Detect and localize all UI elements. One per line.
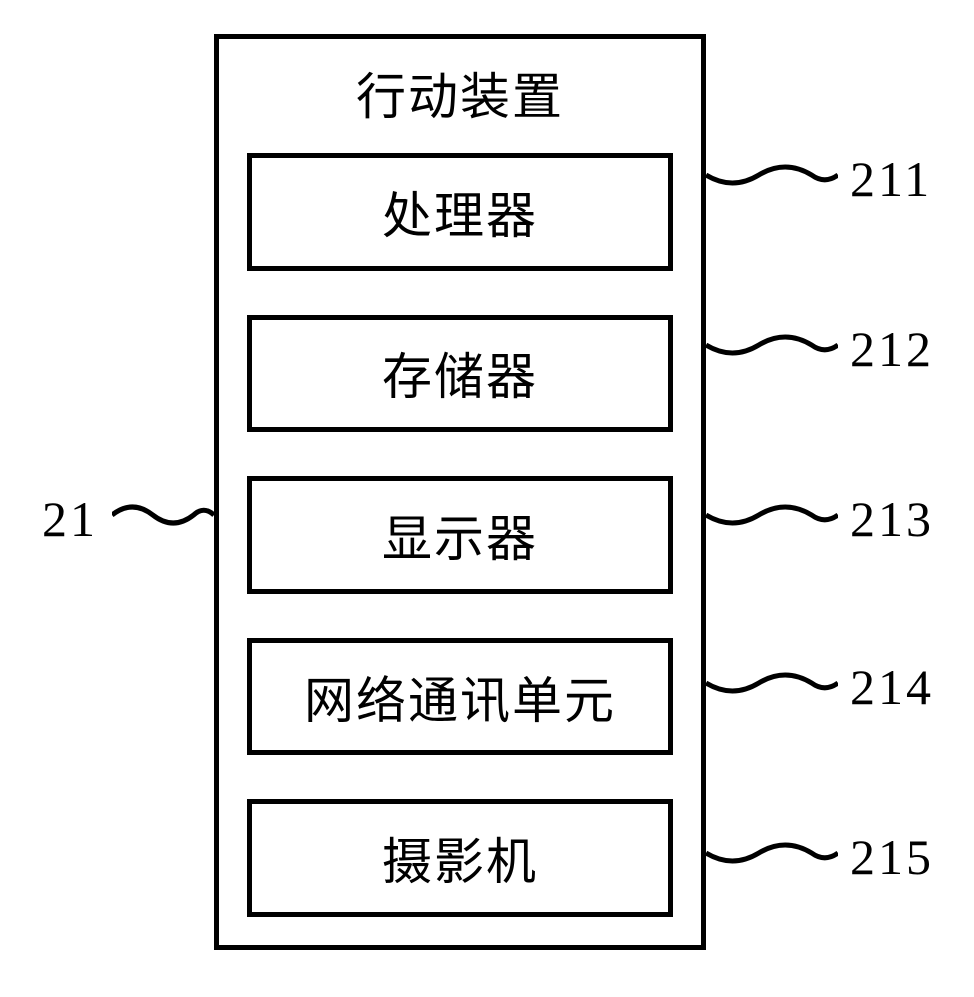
component-label: 处理器 <box>382 176 538 248</box>
connector-215 <box>706 828 838 878</box>
component-processor: 处理器 <box>247 153 673 271</box>
ref-label-214: 214 <box>850 658 934 716</box>
diagram-outer-box: 行动装置 处理器 存储器 显示器 网络通讯单元 摄影机 <box>214 34 706 950</box>
connector-214 <box>706 658 838 708</box>
connector-outer <box>112 490 214 540</box>
ref-label-215: 215 <box>850 828 934 886</box>
connector-212 <box>706 320 838 370</box>
ref-label-212: 212 <box>850 320 934 378</box>
component-memory: 存储器 <box>247 315 673 433</box>
component-network: 网络通讯单元 <box>247 638 673 756</box>
ref-label-outer: 21 <box>42 490 98 548</box>
ref-label-211: 211 <box>850 150 932 208</box>
component-label: 显示器 <box>382 499 538 571</box>
mobile-device-box: 行动装置 处理器 存储器 显示器 网络通讯单元 摄影机 <box>214 34 706 950</box>
ref-label-213: 213 <box>850 490 934 548</box>
diagram-title: 行动装置 <box>356 57 564 129</box>
component-camera: 摄影机 <box>247 799 673 917</box>
component-label: 摄影机 <box>382 822 538 894</box>
component-label: 存储器 <box>382 337 538 409</box>
connector-213 <box>706 490 838 540</box>
component-label: 网络通讯单元 <box>304 661 616 733</box>
connector-211 <box>706 150 838 200</box>
component-display: 显示器 <box>247 476 673 594</box>
